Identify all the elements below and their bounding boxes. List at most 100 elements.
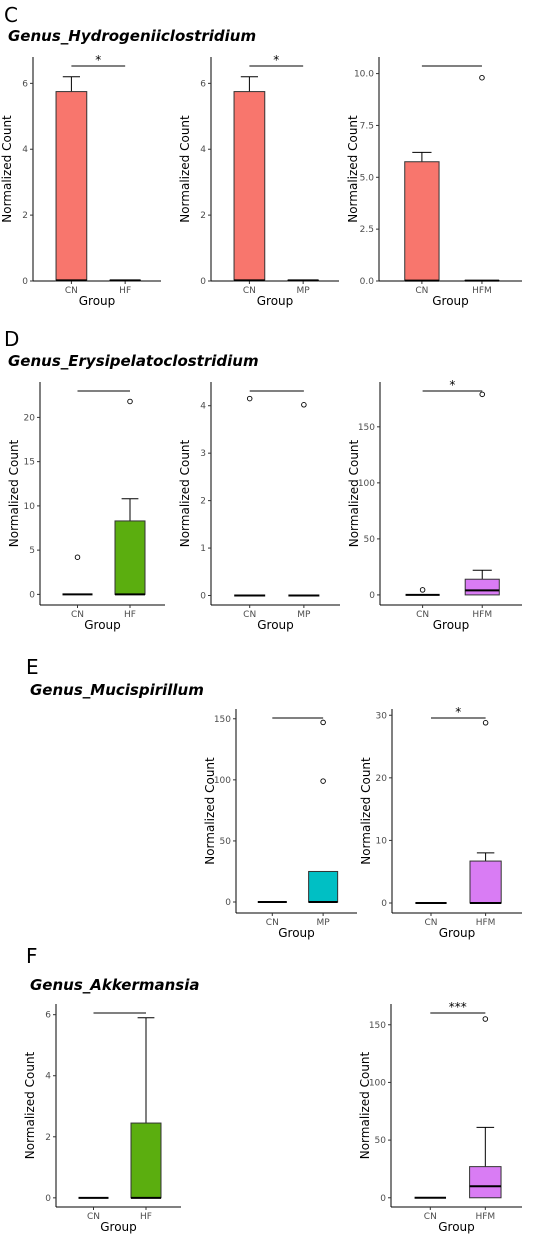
outlier-point: [482, 1016, 489, 1022]
y-tick-label: 2: [45, 1133, 51, 1143]
outlier-point: [246, 395, 253, 402]
x-tick-label: HF: [140, 1212, 152, 1222]
x-axis-title: Group: [432, 294, 469, 308]
y-axis-title: Normalized Count: [178, 115, 192, 223]
x-axis-title: Group: [79, 294, 116, 308]
y-tick-label: 150: [369, 1021, 386, 1031]
x-axis-title: Group: [433, 618, 470, 632]
panel-letter-f: F: [26, 944, 38, 968]
y-tick-label: 50: [220, 837, 232, 847]
y-tick-label: 15: [24, 458, 35, 468]
outlier-point: [301, 402, 307, 408]
box-hfm: [469, 860, 502, 904]
significance-label: ***: [449, 1000, 467, 1014]
y-tick-label: 7.5: [360, 121, 374, 131]
significance-label: *: [449, 378, 455, 392]
y-tick-label: 10.0: [354, 70, 374, 80]
x-tick-label: HFM: [472, 286, 492, 296]
y-tick-label: 1: [200, 544, 206, 554]
y-tick-label: 100: [358, 479, 375, 489]
y-tick-label: 6: [45, 1011, 51, 1021]
y-axis-title: Normalized Count: [23, 1051, 37, 1159]
significance-label: *: [455, 705, 461, 719]
y-axis-title: Normalized Count: [347, 439, 361, 547]
y-tick-label: 4: [200, 402, 206, 412]
panel-letter-d: D: [4, 327, 19, 351]
y-tick-label: 0: [45, 1194, 51, 1204]
y-tick-label: 30: [376, 711, 388, 721]
y-tick-label: 5.0: [360, 173, 375, 183]
y-tick-label: 20: [376, 774, 388, 784]
outlier-point: [74, 554, 81, 560]
y-axis-title: Normalized Count: [359, 757, 373, 865]
x-tick-label: CN: [243, 286, 256, 296]
x-tick-label: MP: [317, 918, 331, 928]
genus-title-f: Genus_Akkermansia: [30, 976, 200, 994]
y-tick-label: 2.5: [360, 225, 374, 235]
x-tick-label: HFM: [472, 610, 492, 620]
y-tick-label: 2: [200, 211, 206, 221]
y-tick-label: 2: [22, 211, 28, 221]
x-tick-label: CN: [424, 1212, 437, 1222]
y-tick-label: 0: [200, 277, 206, 287]
x-axis-title: Group: [257, 294, 294, 308]
y-axis-title: Normalized Count: [7, 439, 21, 547]
genus-title-e: Genus_Mucispirillum: [30, 681, 204, 699]
panel-letter-e: E: [26, 655, 39, 679]
y-axis-title: Normalized Count: [0, 115, 14, 223]
y-tick-label: 6: [200, 79, 206, 89]
y-tick-label: 50: [375, 1136, 387, 1146]
x-tick-label: CN: [266, 918, 279, 928]
y-tick-label: 150: [358, 423, 375, 433]
x-tick-label: HF: [119, 286, 131, 296]
box-cn: [55, 91, 88, 282]
x-tick-label: MP: [297, 286, 311, 296]
significance-label: *: [273, 53, 279, 67]
outlier-point: [419, 587, 426, 593]
outlier-point: [127, 398, 133, 405]
x-axis-title: Group: [257, 618, 294, 632]
y-tick-label: 100: [369, 1078, 386, 1088]
panel-letter-c: C: [4, 3, 18, 27]
y-tick-label: 2: [200, 497, 206, 507]
x-tick-label: CN: [415, 286, 428, 296]
y-tick-label: 4: [22, 145, 28, 155]
x-axis-title: Group: [84, 618, 121, 632]
y-tick-label: 100: [214, 776, 231, 786]
box-hfm: [469, 1166, 502, 1199]
y-tick-label: 0: [381, 899, 387, 909]
y-tick-label: 0: [380, 1194, 386, 1204]
y-tick-label: 0: [225, 898, 231, 908]
x-tick-label: CN: [424, 918, 437, 928]
y-tick-label: 0: [200, 592, 206, 602]
y-axis-title: Normalized Count: [178, 439, 192, 547]
significance-label: *: [95, 53, 101, 67]
box-hf: [114, 520, 146, 595]
x-axis-title: Group: [439, 926, 476, 940]
x-tick-label: CN: [243, 610, 256, 620]
genus-title-c: Genus_Hydrogeniiclostridium: [8, 27, 256, 45]
y-axis-title: Normalized Count: [203, 757, 217, 865]
box-cn: [404, 161, 440, 282]
outlier-point: [479, 74, 485, 81]
x-tick-label: CN: [71, 610, 84, 620]
y-tick-label: 0: [29, 590, 35, 600]
y-tick-label: 6: [22, 79, 28, 89]
y-tick-label: 0: [369, 591, 375, 601]
x-tick-label: CN: [87, 1212, 100, 1222]
box-cn: [233, 91, 266, 282]
y-tick-label: 3: [200, 449, 206, 459]
genus-title-d: Genus_Erysipelatoclostridium: [8, 352, 259, 370]
x-axis-title: Group: [438, 1220, 475, 1234]
y-tick-label: 10: [24, 502, 36, 512]
y-tick-label: 5: [29, 546, 35, 556]
x-axis-title: Group: [278, 926, 315, 940]
y-tick-label: 4: [200, 145, 206, 155]
